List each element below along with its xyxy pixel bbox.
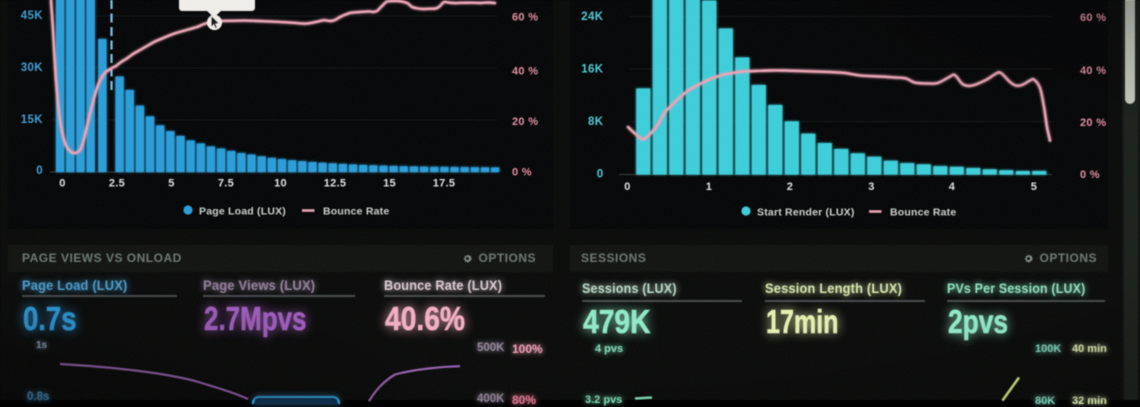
svg-text:0: 0 (597, 169, 604, 181)
svg-text:Bounce Rate: Bounce Rate (323, 206, 389, 218)
svg-text:Page Load (LUX): Page Load (LUX) (199, 206, 286, 218)
svg-text:30K: 30K (21, 62, 44, 74)
svg-text:24K: 24K (581, 11, 604, 23)
svg-text:12.5: 12.5 (324, 178, 347, 190)
svg-text:5: 5 (1031, 181, 1037, 193)
svg-text:45K: 45K (21, 10, 44, 22)
svg-text:Start Render (LUX): Start Render (LUX) (757, 207, 855, 219)
svg-text:15: 15 (383, 178, 396, 190)
svg-text:60 %: 60 % (1080, 12, 1106, 24)
svg-text:10: 10 (274, 178, 287, 190)
svg-text:0: 0 (624, 181, 630, 193)
svg-text:40 %: 40 % (512, 66, 538, 78)
svg-text:20 %: 20 % (1080, 117, 1106, 129)
svg-text:1: 1 (706, 181, 712, 193)
svg-text:60 %: 60 % (512, 12, 538, 24)
svg-text:17.5: 17.5 (433, 178, 456, 190)
svg-text:40 %: 40 % (1080, 65, 1106, 77)
svg-text:15K: 15K (21, 114, 44, 126)
svg-text:0: 0 (59, 178, 65, 190)
svg-text:0 %: 0 % (1080, 169, 1100, 181)
svg-text:3: 3 (868, 181, 874, 193)
svg-text:20 %: 20 % (512, 116, 538, 128)
svg-text:8K: 8K (588, 116, 604, 128)
svg-text:16K: 16K (581, 64, 604, 76)
svg-text:7.5: 7.5 (218, 178, 234, 190)
svg-text:2: 2 (787, 181, 793, 193)
svg-text:2.5: 2.5 (109, 178, 125, 190)
svg-text:5: 5 (168, 178, 174, 190)
svg-text:0: 0 (36, 165, 43, 177)
svg-text:4: 4 (949, 181, 956, 193)
svg-text:0 %: 0 % (512, 167, 532, 179)
svg-text:Bounce Rate: Bounce Rate (890, 207, 956, 219)
